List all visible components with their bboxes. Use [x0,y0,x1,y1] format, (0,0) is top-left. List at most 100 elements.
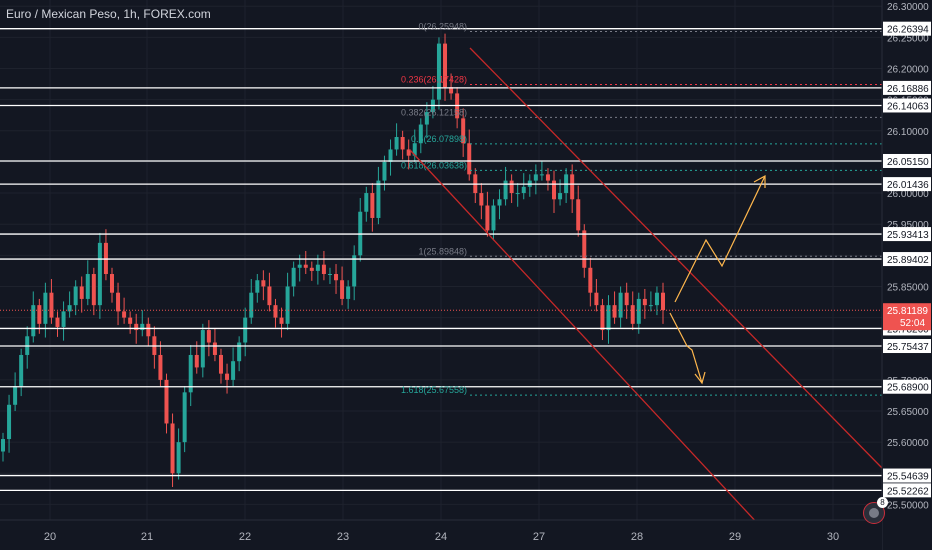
candle-body [7,404,12,440]
candle-body [55,317,60,327]
candle-body [570,174,575,200]
candle-body [116,292,121,312]
candle-body [582,230,587,268]
candle-body [200,330,205,368]
candle-body [654,292,659,306]
candle-body [327,274,332,276]
candle-body [521,186,526,194]
level-price-label: 25.89402 [887,255,929,266]
candle-body [176,442,181,474]
candle-body [321,264,326,275]
candle-body [97,242,102,306]
candle-body [461,118,466,144]
bullish-projection-path [674,175,766,303]
candle-body [285,286,290,324]
candle-body [13,386,18,405]
candle-body [352,255,357,287]
level-price-tag [883,21,931,36]
candle-body [340,280,345,299]
time-tick-label: 27 [533,531,545,543]
candle-body [588,267,593,293]
candle-body [594,292,599,306]
current-price-tag [883,303,931,331]
price-axis[interactable]: 26.3000026.2500026.2000026.1500026.10000… [881,0,932,550]
candle-body [394,137,399,150]
candle-body [31,305,36,337]
price-tick-label: 26.10000 [887,127,929,138]
candle-body [49,292,54,318]
level-price-tag [883,483,931,498]
candle-body [122,311,127,318]
candle-body [364,193,369,212]
candle-body [67,305,72,312]
level-price-tag [883,252,931,267]
price-tick-label: 26.30000 [887,2,929,13]
candle-body [382,161,387,181]
candle-body [648,305,653,307]
candle-body [552,180,557,200]
fib-level-label: 0.5(26.07898) [411,134,467,144]
price-tick-label: 25.60000 [887,438,929,449]
price-tick-label: 25.85000 [887,282,929,293]
candle-body [558,193,563,200]
candle-body [128,317,133,324]
candle-body [255,280,260,293]
candle-body [140,323,145,331]
candle-body [218,354,223,374]
fib-level-label: 0.236(26.17428) [401,75,467,85]
price-tick-label: 26.25000 [887,33,929,44]
candle-body [539,174,544,176]
candle-body [243,317,248,343]
fib-level-label: 1.618(25.67558) [401,385,467,395]
time-axis-background [0,520,882,550]
grid-lines [0,0,882,520]
fib-level-label: 1(25.89848) [418,246,467,256]
candle-body [249,292,254,318]
candle-body [206,330,211,343]
candle-body [436,43,441,100]
level-price-tag [883,227,931,242]
bearish-arrowhead [694,371,706,385]
candle-body [443,43,448,88]
candle-body [388,149,393,162]
time-axis[interactable]: 20 21 22 23 24 27 28 29 30 [0,519,882,550]
fib-level-label: 0.382(26.12158) [401,107,467,117]
candle-body [194,354,199,368]
level-price-tag [883,339,931,354]
level-price-label: 26.26394 [887,25,929,36]
candle-body [612,305,617,318]
candle-body [231,361,236,380]
candle-body [79,286,84,299]
projection-arrows [669,174,766,385]
candle-body [400,137,405,150]
time-tick-label: 20 [44,531,56,543]
candle-body [533,174,538,181]
level-price-tag [883,379,931,394]
candle-body [261,280,266,287]
candle-body [146,323,151,337]
candle-body [376,180,381,218]
fib-level-label: 0(26.25948) [418,21,467,31]
candle-body [91,274,96,306]
candle-body [576,199,581,231]
chart-title: Euro / Mexican Peso, 1h, FOREX.com [6,7,211,21]
candlesticks [1,33,665,487]
candle-body [158,354,163,380]
channel-upper-line [469,47,883,469]
candle-body [73,286,78,306]
level-price-tag [883,98,931,113]
candle-body [212,342,217,355]
candle-body [600,305,605,331]
price-tick-label: 26.00000 [887,189,929,200]
level-price-tag [883,153,931,168]
candle-body [309,267,314,271]
level-price-tag [883,80,931,95]
candle-body [1,439,5,452]
candle-body [406,149,411,156]
candle-body [661,292,665,311]
candle-body [370,193,375,218]
alert-button[interactable]: 8 [863,497,888,524]
candle-body [291,267,296,287]
alert-count-badge: 8 [877,497,888,508]
